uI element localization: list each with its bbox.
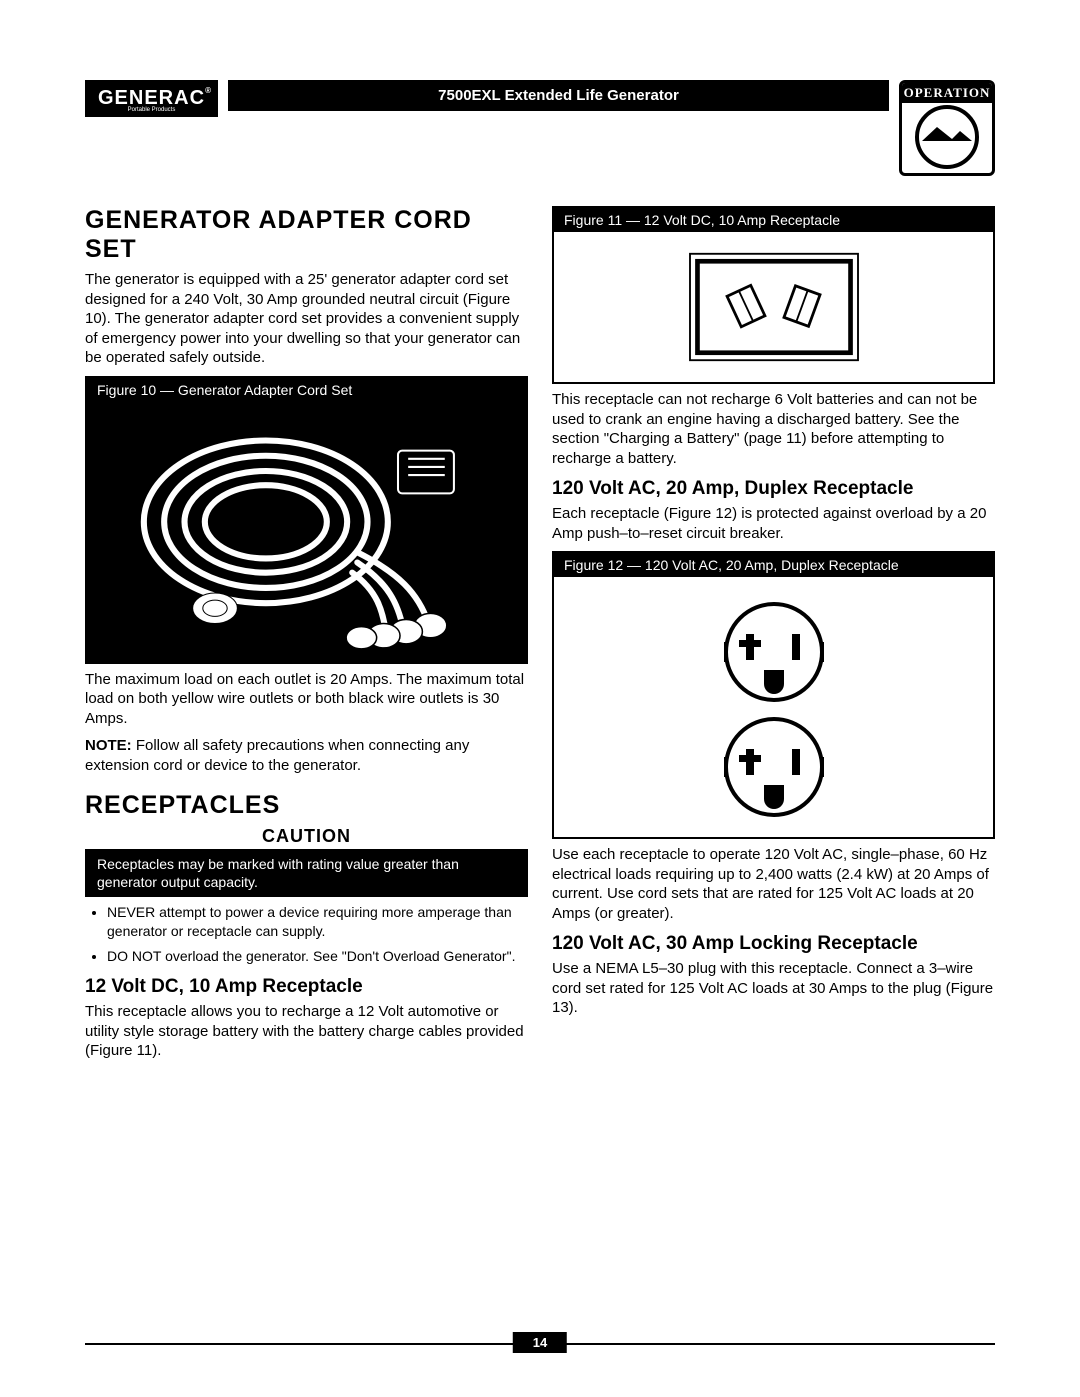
figure-11: Figure 11 — 12 Volt DC, 10 Amp Receptacl… (552, 206, 995, 384)
text-120v-30a: Use a NEMA L5–30 plug with this receptac… (552, 959, 995, 1018)
duplex-receptacle-illustration (664, 582, 884, 832)
caution-title: CAUTION (85, 826, 528, 847)
page-number: 14 (513, 1332, 567, 1353)
header: GENERAC® Portable Products 7500EXL Exten… (85, 80, 995, 176)
registered-mark: ® (205, 86, 212, 95)
document-title: 7500EXL Extended Life Generator (228, 80, 889, 111)
note-text: Follow all safety precautions when conne… (85, 737, 469, 774)
content-columns: Generator Adapter Cord Set The generator… (85, 206, 995, 1069)
caution-item: NEVER attempt to power a device requirin… (107, 903, 528, 941)
cordset-note: NOTE: Follow all safety precautions when… (85, 736, 528, 775)
caution-item: DO NOT overload the generator. See "Don'… (107, 947, 528, 966)
heading-120v-30a: 120 Volt AC, 30 Amp Locking Receptacle (552, 933, 995, 955)
heading-12v-dc: 12 Volt DC, 10 Amp Receptacle (85, 976, 528, 998)
figure-12-caption: Figure 12 — 120 Volt AC, 20 Amp, Duplex … (554, 553, 993, 577)
operation-badge: OPERATION (899, 80, 995, 176)
heading-receptacles: Receptacles (85, 791, 528, 820)
logo-text: GENERAC (98, 87, 205, 109)
dc-receptacle-illustration (634, 242, 914, 372)
text-120v-20a-a: Each receptacle (Figure 12) is protected… (552, 504, 995, 543)
text-120v-20a-b: Use each receptacle to operate 120 Volt … (552, 845, 995, 923)
figure-10: Figure 10 — Generator Adapter Cord Set (85, 376, 528, 664)
right-column: Figure 11 — 12 Volt DC, 10 Amp Receptacl… (552, 206, 995, 1069)
figure-11-caption: Figure 11 — 12 Volt DC, 10 Amp Receptacl… (554, 208, 993, 232)
heading-120v-20a: 120 Volt AC, 20 Amp, Duplex Receptacle (552, 478, 995, 500)
cord-set-illustration (95, 410, 518, 654)
cordset-load: The maximum load on each outlet is 20 Am… (85, 670, 528, 729)
text-12v-dc: This receptacle allows you to recharge a… (85, 1002, 528, 1061)
badge-label: OPERATION (902, 83, 992, 103)
caution-bar: Receptacles may be marked with rating va… (85, 849, 528, 897)
left-column: Generator Adapter Cord Set The generator… (85, 206, 528, 1069)
cordset-intro: The generator is equipped with a 25' gen… (85, 270, 528, 368)
caution-list: NEVER attempt to power a device requirin… (85, 903, 528, 966)
brand-logo: GENERAC® Portable Products (85, 80, 218, 117)
text-12v-warn: This receptacle can not recharge 6 Volt … (552, 390, 995, 468)
heading-120v-20a-text: 120 Volt AC, 20 Amp, Duplex Receptacle (552, 478, 913, 499)
figure-10-caption: Figure 10 — Generator Adapter Cord Set (87, 378, 526, 402)
heading-cordset: Generator Adapter Cord Set (85, 206, 528, 264)
heading-120v-30a-text: 120 Volt AC, 30 Amp Locking Receptacle (552, 933, 918, 954)
note-label: NOTE: (85, 737, 132, 754)
figure-12: Figure 12 — 120 Volt AC, 20 Amp, Duplex … (552, 551, 995, 839)
page: GENERAC® Portable Products 7500EXL Exten… (0, 0, 1080, 1397)
